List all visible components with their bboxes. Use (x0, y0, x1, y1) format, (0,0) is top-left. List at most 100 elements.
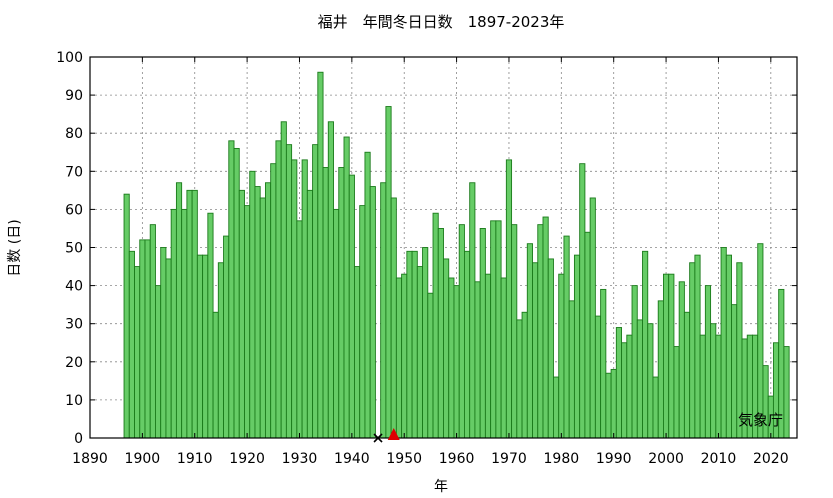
bar-1986 (589, 197, 596, 439)
bar-1919 (238, 189, 245, 439)
bar-1933 (312, 144, 319, 439)
bar-2004 (683, 311, 691, 439)
bar-1926 (275, 140, 282, 439)
bar-1941 (354, 266, 361, 439)
bar-2011 (720, 247, 727, 439)
bar-1930 (296, 220, 303, 439)
bar-1995 (636, 319, 643, 439)
bar-series (123, 71, 790, 439)
x-tick-label: 2000 (648, 451, 684, 467)
bar-1920 (244, 205, 251, 439)
y-tick-label: 70 (65, 164, 83, 180)
bar-2013 (731, 304, 738, 439)
bar-1927 (280, 121, 287, 439)
bar-2003 (678, 281, 685, 439)
bar-1952 (411, 250, 418, 439)
bar-1931 (301, 159, 308, 439)
bar-1956 (432, 212, 439, 439)
bar-1938 (338, 167, 345, 439)
bar-1935 (322, 167, 329, 439)
bar-1947 (385, 106, 392, 439)
bar-1905 (165, 258, 172, 439)
bar-1990 (610, 368, 617, 439)
x-tick-label: 1890 (72, 451, 108, 467)
bar-2023 (783, 346, 790, 439)
bar-1972 (516, 319, 523, 439)
bar-1999 (657, 300, 664, 439)
bar-2000 (663, 273, 670, 439)
bar-1961 (458, 224, 465, 439)
bar-1974 (526, 243, 533, 439)
y-tick-label: 90 (65, 88, 83, 104)
y-axis-label: 日数 (日) (7, 219, 23, 276)
bar-2012 (725, 254, 732, 439)
bar-1915 (217, 262, 224, 439)
bar-1912 (202, 254, 209, 439)
bar-1957 (437, 227, 444, 439)
bar-1967 (490, 220, 497, 439)
x-tick-label: 1930 (282, 451, 318, 467)
bar-1914 (212, 311, 219, 439)
bar-1900 (139, 239, 146, 439)
bar-1958 (443, 258, 450, 439)
bar-1925 (270, 163, 277, 439)
bar-2009 (710, 323, 717, 439)
bar-1948 (390, 197, 397, 439)
markers (373, 428, 400, 443)
bar-1934 (317, 71, 324, 439)
bar-1936 (327, 121, 334, 439)
bar-1969 (500, 277, 507, 439)
bar-1978 (547, 258, 554, 439)
bar-1929 (291, 159, 298, 439)
bar-1975 (532, 262, 539, 439)
bar-1922 (254, 186, 261, 439)
source-label: 気象庁 (738, 411, 783, 429)
bar-1988 (600, 288, 607, 439)
x-tick-label: 1960 (439, 451, 475, 467)
bar-1921 (249, 170, 256, 439)
bar-1899 (134, 266, 141, 439)
y-tick-label: 40 (65, 279, 83, 295)
bar-1982 (568, 300, 575, 439)
bar-1946 (380, 182, 387, 439)
bar-1968 (495, 220, 502, 439)
bar-1949 (395, 277, 403, 439)
bar-1980 (558, 273, 565, 439)
bar-1923 (259, 197, 266, 439)
bar-1942 (359, 205, 366, 439)
bar-1996 (642, 250, 649, 439)
y-tick-label: 100 (56, 50, 83, 66)
bar-2008 (704, 285, 712, 439)
bar-1973 (521, 311, 528, 439)
bar-1954 (422, 247, 429, 439)
x-tick-label: 1980 (544, 451, 580, 467)
bar-1939 (343, 136, 350, 439)
y-tick-label: 10 (65, 393, 83, 409)
bar-1924 (264, 182, 272, 439)
bar-2006 (694, 254, 701, 439)
bar-1983 (573, 254, 581, 439)
bar-2007 (699, 334, 706, 439)
bar-1960 (453, 285, 460, 439)
bar-1909 (186, 189, 193, 439)
bar-1910 (191, 189, 198, 439)
bar-1906 (170, 208, 177, 439)
bar-1913 (207, 212, 214, 439)
bar-1897 (123, 193, 130, 439)
y-tick-label: 20 (65, 355, 83, 371)
bar-1965 (479, 227, 486, 439)
bar-1976 (537, 224, 544, 439)
bar-1981 (563, 235, 570, 439)
bar-1898 (128, 250, 135, 439)
bar-1962 (463, 250, 471, 439)
bar-1916 (223, 235, 230, 439)
bar-2018 (757, 243, 764, 439)
y-tick-label: 30 (65, 317, 83, 333)
x-tick-label: 2010 (701, 451, 737, 467)
bar-1955 (427, 292, 434, 439)
x-tick-label: 1920 (229, 451, 265, 467)
chart-title: 福井 年間冬日日数 1897-2023年 (318, 13, 565, 31)
y-tick-label: 60 (65, 202, 83, 218)
bar-1907 (175, 182, 183, 439)
